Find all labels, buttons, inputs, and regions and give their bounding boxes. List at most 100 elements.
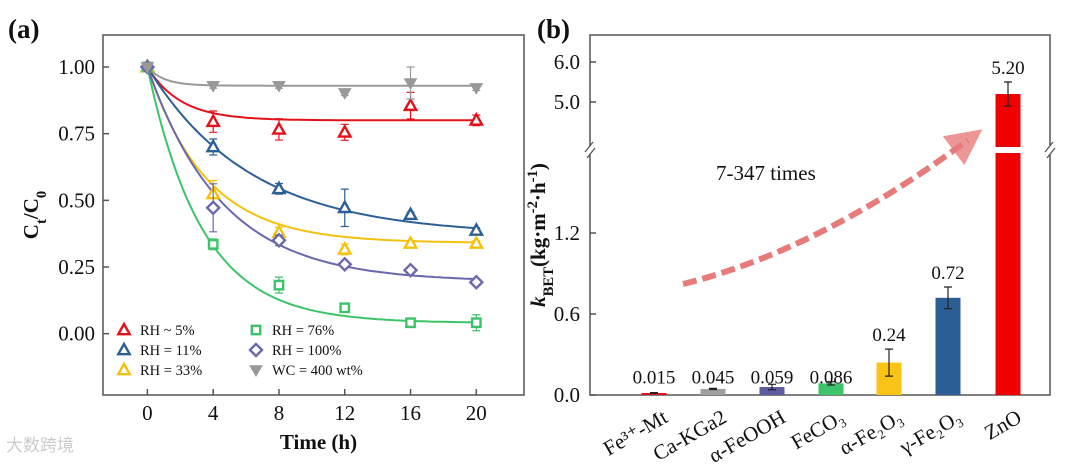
- error-bar: [827, 381, 835, 386]
- category-label: α-Fe₂O₃: [835, 405, 907, 460]
- y-tick-label: 5.0: [554, 90, 580, 114]
- bar: [759, 387, 785, 395]
- category-label: γ-Fe₂O₃: [895, 405, 966, 460]
- y-tick-label: 1.2: [554, 221, 580, 245]
- data-point: [405, 317, 416, 329]
- fit-curve: [146, 66, 477, 244]
- panel-b-plot: 0.00.61.25.06.0kBET(kg·m-2·h-1)0.015Fe³⁺…: [525, 34, 1056, 466]
- legend-label: RH = 11%: [140, 343, 202, 359]
- data-point: [468, 274, 485, 290]
- watermark: 大数跨境: [6, 436, 74, 456]
- y-tick-label: 0.00: [58, 322, 95, 346]
- fit-curve: [146, 66, 477, 122]
- fit-curve: [146, 66, 477, 280]
- data-point: [337, 88, 352, 100]
- data-point: [206, 80, 221, 93]
- data-point: [339, 302, 351, 314]
- data-point: [205, 113, 221, 128]
- y-axis-label: kBET(kg·m-2·h-1): [525, 163, 557, 307]
- panel-a-plot: 0.00 0.25 0.50 0.75 1.00 0 4 8 12 16 20 Time (h) Ct/…: [19, 34, 525, 454]
- bar: [995, 94, 1021, 395]
- x-axis-label: Time (h): [280, 430, 357, 454]
- y-tick-label: 6.0: [554, 50, 580, 74]
- error-bar: [885, 348, 893, 377]
- fit-curve: [146, 66, 477, 87]
- data-point: [402, 262, 419, 278]
- y-tick-label: 1.00: [58, 55, 95, 79]
- x-tick-label: 20: [466, 401, 487, 425]
- data-label: 0.24: [872, 325, 906, 346]
- fit-curve: [146, 66, 477, 324]
- x-tick-label: 0: [142, 401, 153, 425]
- error-bar: [944, 286, 952, 310]
- data-point: [271, 180, 287, 195]
- legend-marker: [116, 341, 132, 356]
- legend-marker: [116, 321, 132, 336]
- category-label: ZnO: [980, 405, 1025, 445]
- data-label: 0.059: [751, 368, 794, 389]
- data-label: 0.086: [810, 368, 853, 389]
- bar: [818, 383, 844, 395]
- data-point: [205, 200, 221, 216]
- y-tick-label: 0.25: [58, 255, 95, 279]
- axis-break-mark: [584, 141, 596, 159]
- data-point: [337, 199, 353, 214]
- legend-label: RH = 76%: [272, 323, 334, 339]
- legend-label: RH ~ 5%: [140, 323, 195, 339]
- data-point: [468, 235, 485, 249]
- bar: [935, 297, 961, 395]
- fit-curve: [146, 66, 477, 230]
- data-label: 5.20: [991, 58, 1024, 79]
- legend-label: RH = 33%: [140, 363, 202, 379]
- error-bar: [709, 387, 717, 391]
- data-point: [207, 238, 219, 250]
- legend-marker: [248, 342, 264, 358]
- data-label: 0.015: [633, 368, 676, 389]
- annotation-text: 7-347 times: [716, 161, 816, 185]
- data-point: [469, 83, 484, 95]
- data-point: [273, 279, 285, 291]
- panel-a-label: (a): [8, 14, 39, 44]
- data-point: [271, 232, 287, 249]
- legend-label: RH = 100%: [272, 343, 341, 359]
- axis-break-mark: [1044, 141, 1056, 159]
- axis-break-gap: [586, 146, 594, 154]
- legend-marker: [250, 324, 262, 336]
- data-point: [468, 111, 485, 126]
- bar: [641, 392, 667, 395]
- legend-label: WC = 400 wt%: [272, 363, 363, 379]
- data-point: [337, 256, 353, 273]
- data-point: [402, 97, 419, 112]
- error-bar: [768, 383, 776, 391]
- plot-frame: [102, 34, 525, 396]
- y-tick-label: 0.75: [58, 122, 95, 146]
- bar: [700, 388, 726, 395]
- data-point: [271, 120, 287, 135]
- data-point: [272, 80, 286, 93]
- trend-arrow: [682, 129, 983, 287]
- legend-marker: [249, 365, 263, 377]
- data-point: [403, 78, 418, 90]
- y-tick-label: 0.50: [58, 188, 95, 212]
- data-label: 0.045: [692, 368, 735, 389]
- x-tick-label: 16: [400, 401, 421, 425]
- y-axis-label: Ct/C0: [19, 191, 50, 239]
- x-tick-label: 4: [208, 401, 219, 425]
- plot-frame: [589, 34, 1051, 396]
- data-point: [337, 123, 353, 138]
- x-tick-label: 12: [334, 401, 355, 425]
- error-bar: [1004, 81, 1012, 107]
- y-tick-label: 0.6: [554, 302, 580, 326]
- data-point: [205, 138, 221, 153]
- x-tick-label: 8: [274, 401, 285, 425]
- legend-marker: [116, 361, 132, 376]
- data-point: [402, 235, 419, 249]
- data-point: [468, 222, 485, 236]
- data-point: [402, 206, 419, 221]
- data-point: [140, 62, 155, 74]
- panel-b-label: (b): [537, 14, 570, 44]
- data-label: 0.72: [931, 263, 964, 284]
- error-bar: [650, 391, 658, 394]
- y-tick-label: 0.0: [554, 383, 580, 407]
